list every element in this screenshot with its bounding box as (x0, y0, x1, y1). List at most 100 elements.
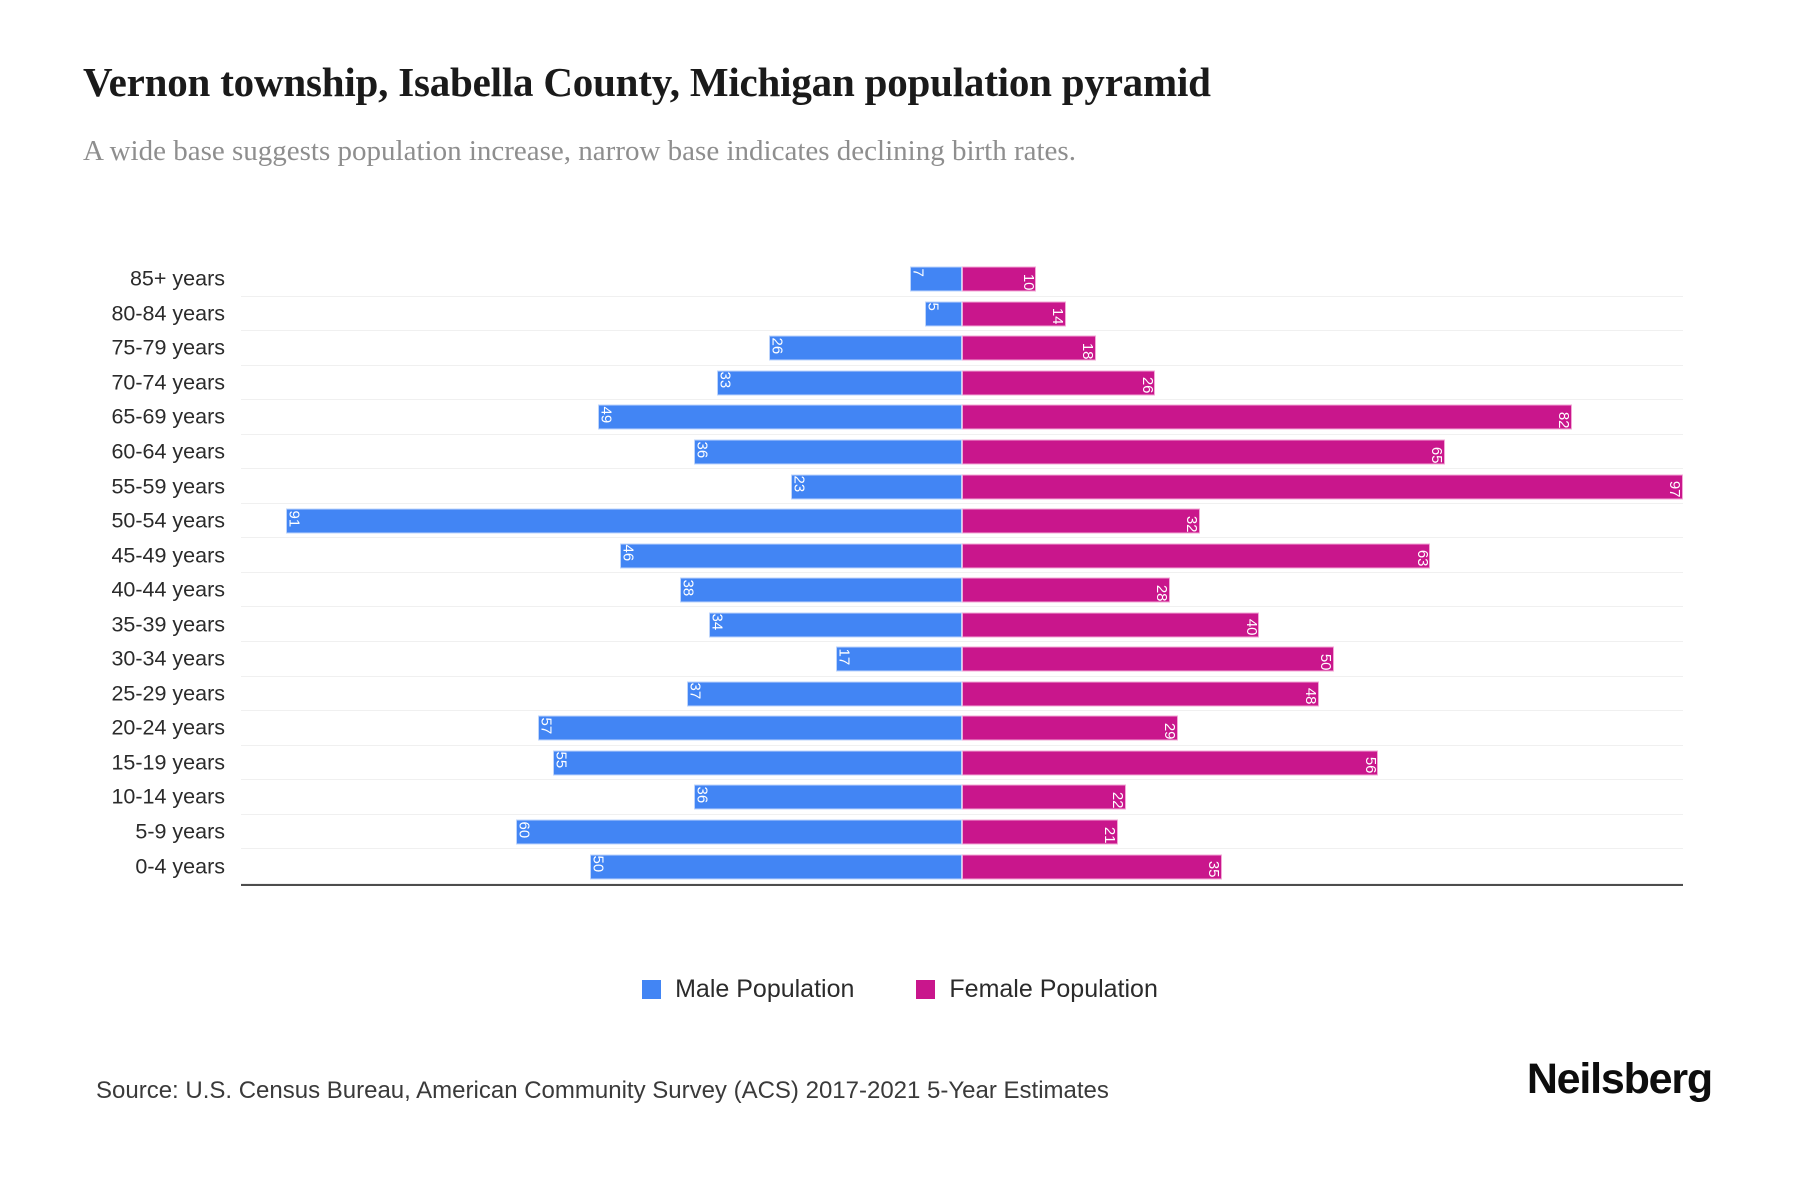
page-subtitle: A wide base suggests population increase… (83, 135, 1076, 167)
bar-male[interactable]: 57 (538, 715, 962, 741)
pyramid-row: 65-69 years 49 82 (111, 400, 1683, 435)
y-axis-label: 70-74 years (111, 370, 225, 395)
y-axis-label: 80-84 years (111, 301, 225, 326)
gridline (241, 813, 1683, 815)
bar-male[interactable]: 23 (791, 474, 962, 500)
gridline (241, 364, 1683, 366)
bar-male[interactable]: 7 (909, 266, 962, 292)
bar-value-male: 60 (515, 821, 533, 838)
bar-male[interactable]: 60 (515, 819, 962, 845)
bar-female[interactable]: 28 (962, 577, 1171, 603)
gridline (241, 502, 1683, 504)
bar-male[interactable]: 33 (716, 370, 962, 396)
bar-value-female: 26 (1138, 377, 1156, 394)
gridline (241, 468, 1683, 470)
male-swatch-icon (642, 980, 662, 999)
bar-female[interactable]: 22 (962, 784, 1127, 810)
bar-female[interactable]: 63 (962, 543, 1431, 569)
bar-female[interactable]: 97 (962, 474, 1684, 500)
chart-container: 85+ years 7 10 80-84 years 5 14 75-79 years 26 1… (83, 262, 1755, 912)
plot-area: 85+ years 7 10 80-84 years 5 14 75-79 years 26 1… (111, 262, 1684, 884)
bar-value-female: 10 (1019, 273, 1037, 291)
bar-female[interactable]: 29 (962, 715, 1179, 741)
bar-male[interactable]: 17 (835, 646, 962, 672)
y-axis-label: 10-14 years (111, 784, 225, 809)
source-note: Source: U.S. Census Bureau, American Com… (96, 1077, 1109, 1104)
bar-female[interactable]: 35 (962, 854, 1223, 880)
bar-male[interactable]: 38 (679, 577, 962, 603)
pyramid-row: 25-29 years 37 48 (111, 677, 1683, 712)
bar-female[interactable]: 26 (962, 370, 1156, 396)
bar-male[interactable]: 55 (553, 750, 962, 776)
legend-label-male: Male Population (675, 975, 855, 1003)
y-axis-label: 5-9 years (135, 819, 225, 844)
bar-value-female: 63 (1413, 549, 1431, 567)
bar-male[interactable]: 37 (686, 681, 962, 707)
bar-value-male: 36 (693, 441, 711, 458)
bar-female[interactable]: 10 (962, 266, 1037, 292)
pyramid-row: 20-24 years 57 29 (111, 711, 1683, 746)
bar-value-male: 17 (835, 648, 853, 665)
pyramid-row: 5-9 years 60 21 (135, 815, 1683, 850)
bar-female[interactable]: 14 (962, 301, 1067, 327)
bar-female[interactable]: 48 (962, 681, 1320, 707)
bar-value-female: 48 (1302, 688, 1320, 705)
y-axis-label: 30-34 years (111, 646, 225, 671)
bar-male[interactable]: 46 (620, 543, 962, 569)
bar-male[interactable]: 36 (693, 439, 962, 465)
legend-label-female: Female Population (949, 975, 1158, 1003)
bar-value-male: 38 (679, 579, 697, 596)
bar-value-female: 29 (1161, 722, 1179, 740)
bar-female[interactable]: 56 (962, 750, 1379, 776)
pyramid-row: 10-14 years 36 22 (111, 780, 1683, 815)
pyramid-row: 80-84 years 5 14 (111, 297, 1683, 332)
bar-male[interactable]: 49 (597, 404, 962, 430)
chart-legend: Male Population Female Population (0, 975, 1800, 1004)
female-swatch-icon (916, 980, 936, 999)
gridline (241, 641, 1683, 643)
bar-male[interactable]: 34 (709, 612, 962, 638)
bar-value-female: 35 (1205, 860, 1223, 878)
bar-value-male: 50 (589, 855, 607, 873)
bar-female[interactable]: 21 (962, 819, 1119, 845)
gridline (241, 848, 1683, 850)
gridline (241, 433, 1683, 435)
page-title: Vernon township, Isabella County, Michig… (83, 59, 1211, 105)
bar-value-female: 50 (1317, 653, 1335, 671)
pyramid-row: 40-44 years 38 28 (111, 573, 1683, 608)
bar-male[interactable]: 50 (589, 854, 962, 880)
gridline (241, 295, 1683, 297)
pyramid-row: 85+ years 7 10 (130, 262, 1683, 297)
y-axis-label: 50-54 years (111, 508, 225, 533)
y-axis-label: 45-49 years (111, 543, 225, 568)
gridline (241, 710, 1683, 712)
legend-item-female[interactable]: Female Population (916, 975, 1158, 1004)
y-axis-label: 60-64 years (111, 439, 225, 464)
bar-value-female: 22 (1109, 791, 1127, 809)
bar-male[interactable]: 26 (768, 335, 962, 361)
gridline (241, 606, 1683, 608)
pyramid-row: 0-4 years 50 35 (135, 849, 1683, 884)
bar-male[interactable]: 5 (924, 301, 962, 327)
axis-baseline (241, 884, 1683, 886)
pyramid-row: 30-34 years 17 50 (111, 642, 1683, 677)
bar-male[interactable]: 91 (285, 508, 962, 534)
bar-female[interactable]: 50 (962, 646, 1335, 672)
pyramid-row: 50-54 years 91 32 (111, 504, 1683, 539)
y-axis-label: 25-29 years (111, 681, 225, 706)
bar-value-female: 14 (1049, 308, 1067, 325)
bar-value-female: 97 (1666, 480, 1684, 498)
bar-male[interactable]: 36 (694, 784, 962, 810)
bar-female[interactable]: 32 (962, 508, 1200, 534)
gridline (241, 399, 1683, 401)
bar-female[interactable]: 65 (962, 439, 1446, 465)
legend-item-male[interactable]: Male Population (642, 975, 854, 1004)
pyramid-row: 75-79 years 26 18 (111, 331, 1683, 366)
bar-female[interactable]: 40 (962, 612, 1260, 638)
bar-value-female: 28 (1153, 584, 1171, 602)
bar-female[interactable]: 18 (962, 335, 1096, 361)
bar-rows: 85+ years 7 10 80-84 years 5 14 75-79 years 26 1… (111, 262, 1684, 884)
bar-female[interactable]: 82 (962, 404, 1572, 430)
pyramid-row: 60-64 years 36 65 (111, 435, 1683, 470)
bar-value-female: 56 (1361, 757, 1379, 774)
